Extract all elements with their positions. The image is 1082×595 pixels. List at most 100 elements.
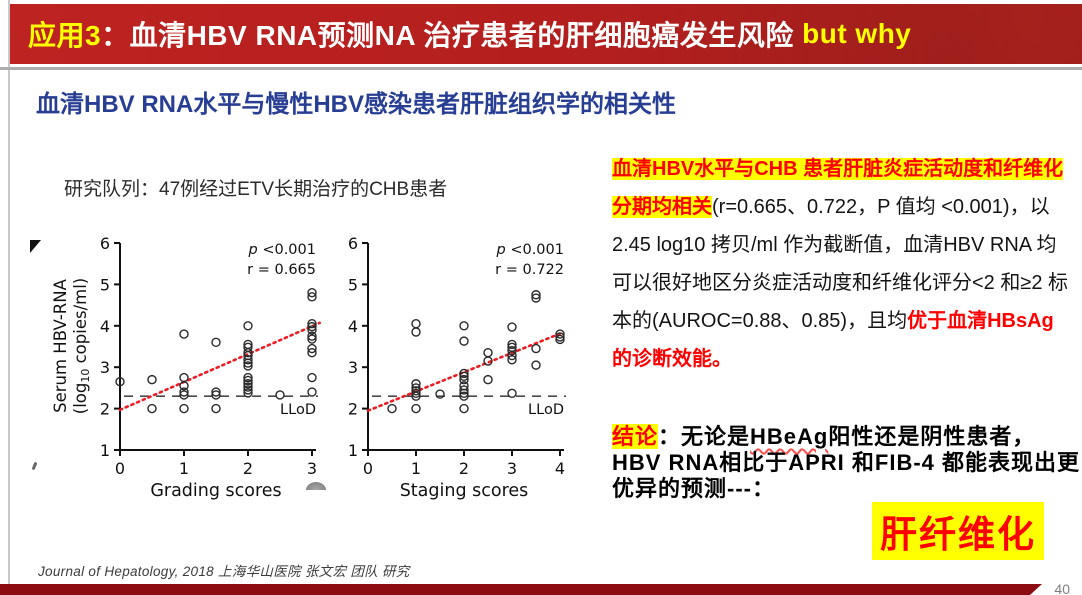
x-tick-label: 1	[411, 459, 421, 478]
x-tick-label: 0	[363, 459, 373, 478]
conclusion-label: 结论	[612, 424, 659, 449]
x-tick-label: 3	[507, 459, 517, 478]
y-tick-label: 4	[348, 317, 358, 336]
data-point	[179, 381, 189, 391]
page-title: 血清HBV RNA水平与慢性HBV感染患者肝脏组织学的相关性	[36, 91, 677, 118]
data-point	[243, 385, 253, 395]
stat-annotation: p <0.001	[248, 242, 317, 258]
data-point	[555, 334, 565, 345]
x-tick-label: 4	[555, 459, 565, 478]
data-point	[483, 348, 493, 358]
y-axis-units: (log10 copies/ml)	[71, 278, 92, 414]
data-point	[507, 355, 517, 365]
data-point	[459, 388, 469, 398]
x-tick-label: 1	[179, 459, 189, 478]
y-tick-label: 5	[100, 275, 110, 294]
data-point	[179, 329, 189, 339]
y-tick-label: 3	[100, 358, 110, 377]
data-point	[555, 332, 565, 342]
data-point	[459, 321, 469, 331]
x-tick-label: 2	[459, 459, 469, 478]
data-point	[411, 391, 421, 401]
findings-paragraph: 血清HBV水平与CHB 患者肝脏炎症活动度和纤维化分期均相关(r=0.665、0…	[612, 150, 1070, 378]
data-point	[507, 345, 517, 356]
x-axis-title: Staging scores	[400, 481, 529, 501]
x-tick-label: 3	[307, 459, 317, 478]
data-point	[307, 321, 317, 332]
data-point	[243, 372, 253, 383]
data-point	[507, 350, 517, 361]
data-point	[307, 343, 317, 354]
data-point	[307, 387, 317, 397]
data-point	[483, 374, 493, 385]
citation: Journal of Hepatology, 2018 上海华山医院 张文宏 团…	[38, 564, 410, 579]
data-point	[307, 325, 317, 335]
data-point	[115, 376, 125, 387]
data-point	[147, 403, 157, 414]
data-point	[507, 339, 517, 350]
stat-annotation: p <0.001	[496, 242, 565, 258]
data-point	[459, 385, 469, 395]
data-point	[243, 379, 253, 389]
y-tick-label: 2	[348, 400, 358, 419]
findings-body: (r=0.665、0.722，P 值均 <0.001)，以2.45 log10 …	[612, 196, 1069, 332]
findings-emphasis: 优于血清HBsAg 的诊断效能。	[612, 310, 1054, 370]
conclusion-text-post: 阳性还是阴性患者，HBV RNA相比于APRI 和FIB-4 都能表现出更优异的…	[612, 424, 1081, 501]
trend-line	[366, 331, 563, 412]
data-point	[411, 327, 421, 337]
data-point	[531, 290, 541, 300]
x-axis-title: Grading scores	[150, 481, 281, 501]
llod-label: LLoD	[280, 402, 316, 418]
data-point	[459, 368, 469, 379]
data-point	[483, 356, 493, 366]
data-point	[307, 334, 317, 344]
data-point	[459, 391, 469, 401]
data-point	[243, 355, 253, 365]
conclusion-hbeag-term: HBeAg	[750, 424, 829, 449]
page-number: 40	[1054, 581, 1070, 595]
llod-label: LLoD	[528, 402, 564, 418]
data-point	[411, 388, 421, 398]
data-point	[179, 390, 189, 400]
left-border-line	[8, 0, 10, 595]
x-tick-label: 0	[115, 459, 125, 478]
y-axis-title: Serum HBV-RNA	[51, 278, 70, 412]
data-point	[211, 390, 221, 400]
data-point	[243, 321, 253, 331]
data-point	[179, 372, 189, 383]
data-point	[179, 387, 189, 397]
data-point	[555, 329, 565, 339]
data-point	[147, 374, 157, 385]
fibrosis-callout: 肝纤维化	[872, 502, 1044, 560]
data-point	[531, 343, 541, 354]
data-point	[275, 390, 285, 400]
data-point	[459, 336, 469, 346]
data-point	[507, 322, 517, 332]
data-point	[411, 319, 421, 329]
y-tick-label: 1	[100, 441, 110, 460]
data-point	[179, 403, 189, 414]
banner-emphasis: but why	[793, 18, 912, 49]
conclusion-text-pre: ：无论是	[658, 424, 751, 449]
data-point	[211, 337, 221, 348]
stat-annotation: r = 0.665	[247, 262, 316, 278]
x-tick-label: 2	[243, 459, 253, 478]
data-point	[307, 348, 317, 358]
y-tick-label: 6	[348, 234, 358, 253]
data-point	[459, 374, 469, 385]
data-point	[211, 403, 221, 414]
data-point	[243, 388, 253, 398]
triangle-artifact	[30, 240, 41, 253]
data-point	[411, 403, 421, 414]
data-point	[435, 389, 445, 399]
data-point	[307, 287, 317, 298]
data-point	[211, 387, 221, 397]
y-tick-label: 5	[348, 275, 358, 294]
y-tick-label: 1	[348, 441, 358, 460]
data-point	[243, 382, 253, 392]
data-point	[307, 372, 317, 383]
